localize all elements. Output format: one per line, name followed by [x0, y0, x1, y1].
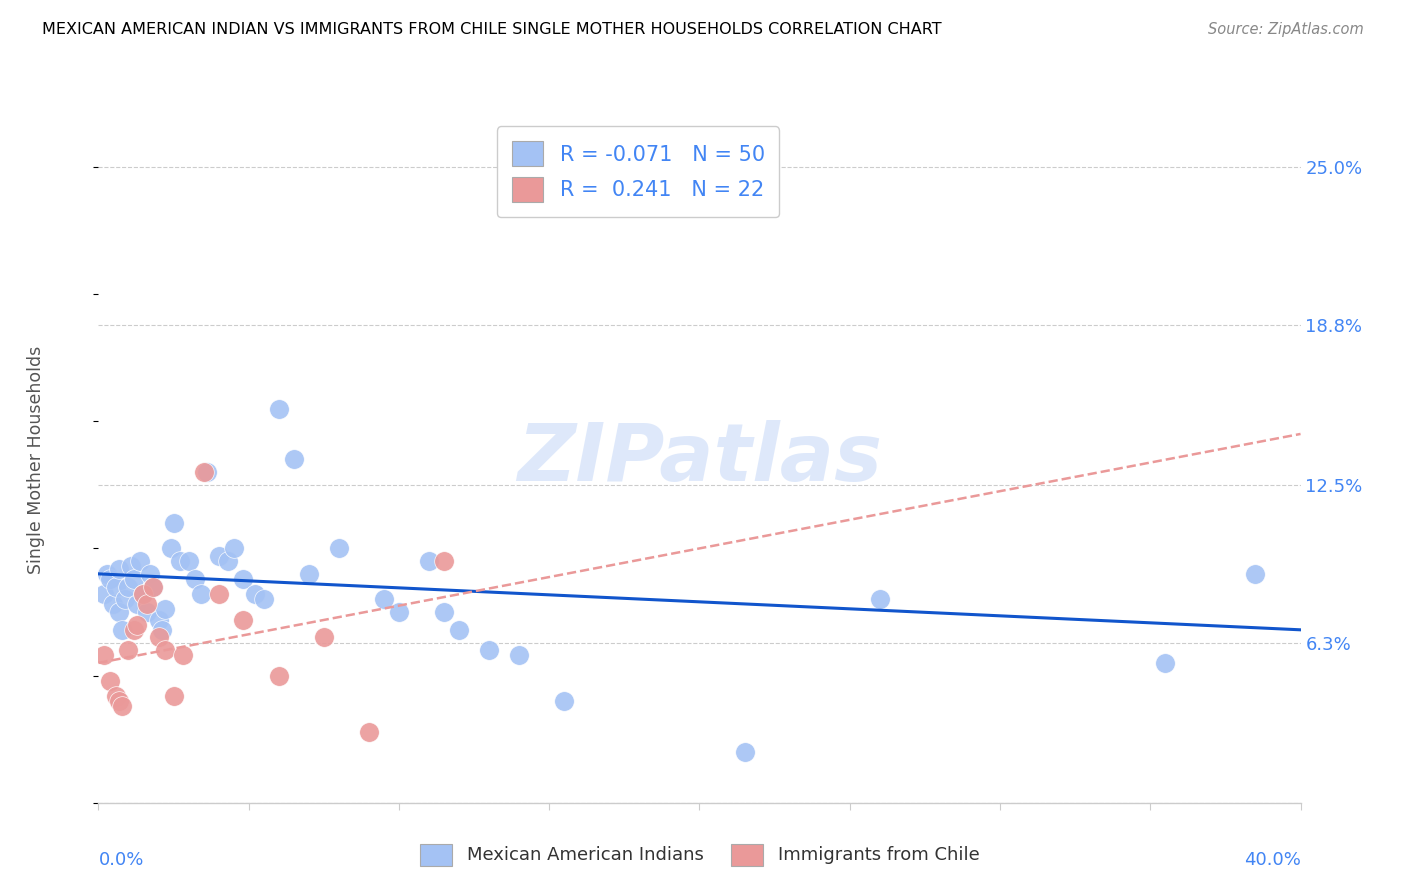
Point — [153, 602, 176, 616]
Point — [267, 401, 290, 416]
Point — [433, 605, 456, 619]
Point — [111, 623, 134, 637]
Point — [124, 623, 146, 637]
Point — [222, 541, 245, 556]
Point — [124, 572, 146, 586]
Point — [172, 648, 194, 663]
Point — [108, 605, 131, 619]
Point — [111, 699, 134, 714]
Point — [734, 745, 756, 759]
Text: Single Mother Households: Single Mother Households — [27, 345, 45, 574]
Point — [162, 689, 184, 703]
Point — [150, 623, 173, 637]
Point — [328, 541, 350, 556]
Point — [869, 592, 891, 607]
Text: MEXICAN AMERICAN INDIAN VS IMMIGRANTS FROM CHILE SINGLE MOTHER HOUSEHOLDS CORREL: MEXICAN AMERICAN INDIAN VS IMMIGRANTS FR… — [42, 22, 942, 37]
Point — [1244, 566, 1267, 581]
Point — [232, 572, 254, 586]
Point — [357, 724, 380, 739]
Point — [1154, 656, 1177, 670]
Point — [105, 689, 128, 703]
Point — [93, 648, 115, 663]
Point — [253, 592, 276, 607]
Point — [388, 605, 411, 619]
Point — [232, 613, 254, 627]
Text: 40.0%: 40.0% — [1244, 851, 1301, 869]
Point — [129, 554, 152, 568]
Point — [195, 465, 218, 479]
Point — [108, 694, 131, 708]
Point — [183, 572, 205, 586]
Point — [283, 452, 305, 467]
Point — [100, 673, 122, 688]
Point — [103, 598, 125, 612]
Point — [105, 580, 128, 594]
Point — [193, 465, 215, 479]
Text: 0.0%: 0.0% — [98, 851, 143, 869]
Point — [117, 643, 139, 657]
Point — [108, 562, 131, 576]
Point — [132, 587, 155, 601]
Point — [508, 648, 530, 663]
Text: Source: ZipAtlas.com: Source: ZipAtlas.com — [1208, 22, 1364, 37]
Point — [208, 587, 231, 601]
Point — [373, 592, 395, 607]
Point — [177, 554, 200, 568]
Point — [141, 580, 163, 594]
Point — [135, 605, 157, 619]
Point — [141, 580, 163, 594]
Point — [433, 554, 456, 568]
Point — [138, 566, 160, 581]
Point — [93, 587, 115, 601]
Point — [243, 587, 266, 601]
Point — [127, 598, 149, 612]
Point — [127, 617, 149, 632]
Point — [162, 516, 184, 530]
Legend: Mexican American Indians, Immigrants from Chile: Mexican American Indians, Immigrants fro… — [412, 837, 987, 872]
Point — [135, 598, 157, 612]
Point — [478, 643, 501, 657]
Point — [159, 541, 181, 556]
Point — [298, 566, 321, 581]
Point — [148, 631, 170, 645]
Point — [96, 566, 118, 581]
Point — [553, 694, 575, 708]
Point — [267, 668, 290, 682]
Point — [447, 623, 470, 637]
Text: ZIPatlas: ZIPatlas — [517, 420, 882, 499]
Point — [190, 587, 212, 601]
Point — [148, 613, 170, 627]
Point — [208, 549, 231, 563]
Point — [100, 572, 122, 586]
Point — [114, 592, 136, 607]
Point — [312, 631, 335, 645]
Point — [153, 643, 176, 657]
Point — [217, 554, 239, 568]
Point — [117, 580, 139, 594]
Point — [169, 554, 191, 568]
Point — [418, 554, 440, 568]
Point — [121, 559, 143, 574]
Point — [132, 587, 155, 601]
